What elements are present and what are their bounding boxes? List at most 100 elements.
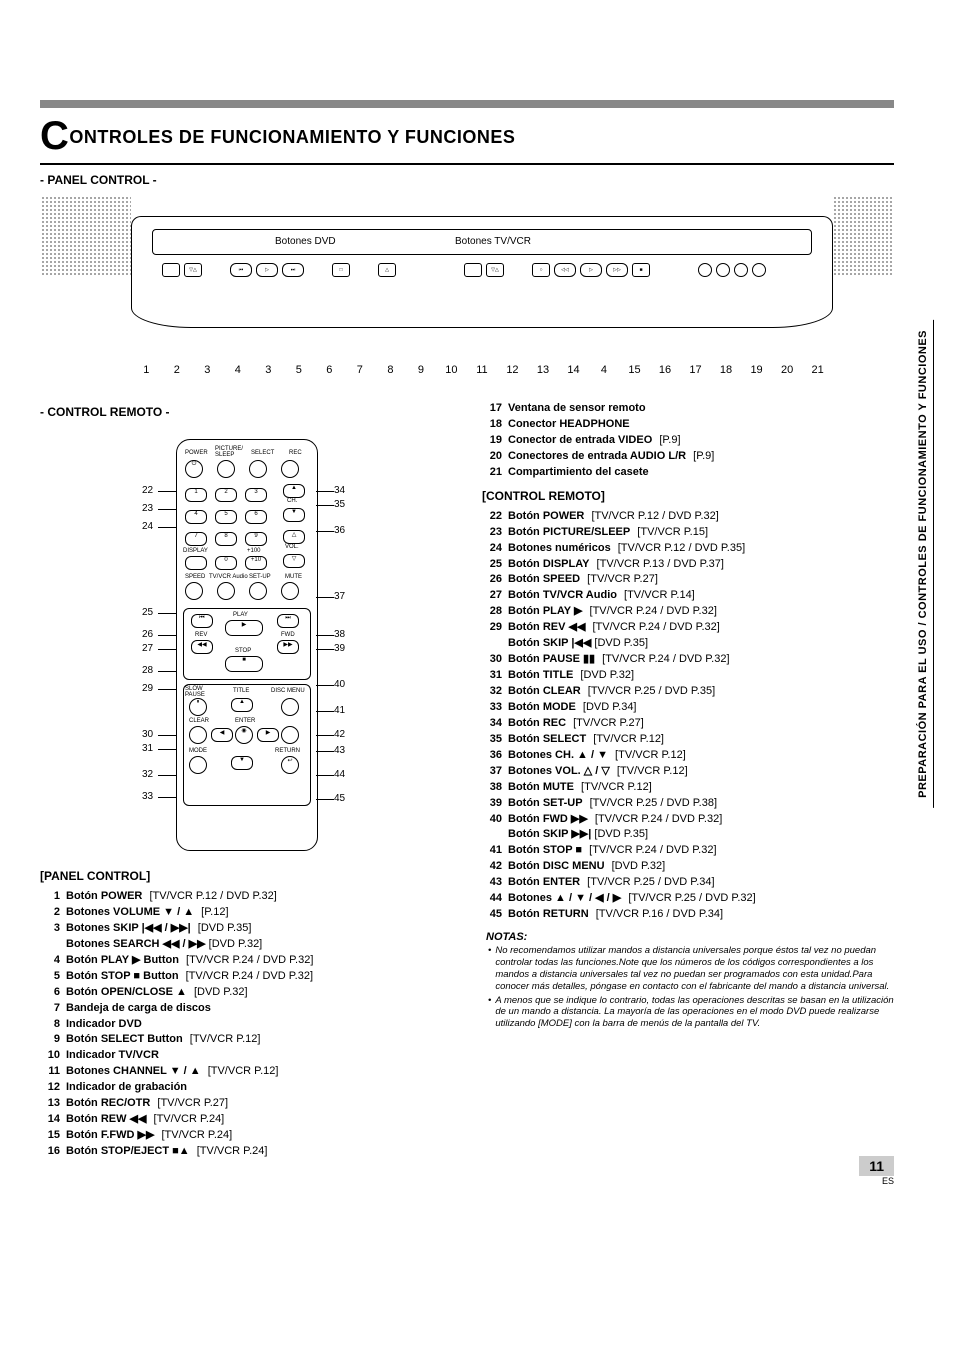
list-item-num: 9	[40, 1032, 66, 1048]
list-item-ref: [DVD P.35]	[191, 922, 252, 934]
lead-line	[316, 775, 334, 776]
list-item: 24Botones numéricos [TV/VCR P.12 / DVD P…	[482, 541, 894, 557]
list-item-label: Botón PLAY ▶	[508, 605, 582, 617]
list-item-label: Botones numéricos	[508, 542, 611, 554]
list-item: 27Botón TV/VCR Audio [TV/VCR P.14]	[482, 588, 894, 604]
list-item: 10Indicador TV/VCR	[40, 1048, 452, 1064]
list-subitem-ref: [DVD P.35]	[591, 828, 648, 840]
list-item: 33Botón MODE [DVD P.34]	[482, 700, 894, 716]
remote-callout-num: 44	[334, 769, 345, 780]
list-item: 44Botones ▲ / ▼ / ◀ / ▶ [TV/VCR P.25 / D…	[482, 891, 894, 907]
list-item-label: Botones VOLUME ▼ / ▲	[66, 906, 194, 918]
list-item-num: 6	[40, 985, 66, 1001]
list-item-num: 8	[40, 1017, 66, 1033]
list-item-ref	[211, 1002, 215, 1014]
list-item: 9Botón SELECT Button [TV/VCR P.12]	[40, 1032, 452, 1048]
list-item: 5Botón STOP ■ Button [TV/VCR P.24 / DVD …	[40, 969, 452, 985]
lead-line	[158, 491, 176, 492]
panel-callout-num: 20	[772, 364, 803, 376]
list-item-label: Botón DISC MENU	[508, 860, 605, 872]
list-item-num: 19	[482, 433, 508, 449]
remote-section-label: - CONTROL REMOTO -	[40, 405, 452, 419]
remote-label: PLAY	[233, 612, 248, 618]
lead-line	[316, 711, 334, 712]
list-item-num: 29	[482, 620, 508, 636]
list-item: 37Botones VOL. △ / ▽ [TV/VCR P.12]	[482, 764, 894, 780]
list-subitem: Botón SKIP ▶▶| [DVD P.35]	[482, 827, 894, 843]
remote-btn-return: ↩	[281, 756, 299, 774]
list-item: 35Botón SELECT [TV/VCR P.12]	[482, 732, 894, 748]
list-item-ref: [TV/VCR P.12]	[610, 765, 688, 777]
panel-btn: ▷▷	[606, 263, 628, 277]
list-item-label: Botón STOP/EJECT ■▲	[66, 1145, 190, 1157]
panel-btn: ○	[532, 263, 550, 277]
remote-label: VOL.	[285, 544, 299, 550]
list-item-label: Botón F.FWD ▶▶	[66, 1129, 154, 1141]
list-item-num: 20	[482, 449, 508, 465]
panel-jack	[698, 263, 712, 277]
remote-btn-0: 0	[215, 556, 237, 570]
list-item-ref: [TV/VCR P.15]	[630, 526, 708, 538]
remote-label: DISPLAY	[183, 548, 208, 554]
panel-callout-num: 15	[619, 364, 650, 376]
title-big-letter: C	[40, 114, 69, 158]
remote-btn-power: ⏻	[185, 460, 203, 478]
remote-list-heading: [CONTROL REMOTO]	[482, 489, 894, 503]
list-item-label: Botón PICTURE/SLEEP	[508, 526, 630, 538]
list-item: 31Botón TITLE [DVD P.32]	[482, 668, 894, 684]
list-item: 25Botón DISPLAY [TV/VCR P.13 / DVD P.37]	[482, 557, 894, 573]
remote-label: FWD	[281, 632, 295, 638]
list-item-num: 42	[482, 859, 508, 875]
lead-line	[316, 799, 334, 800]
nota-item: •No recomendamos utilizar mandos a dista…	[486, 945, 894, 993]
list-item: 22Botón POWER [TV/VCR P.12 / DVD P.32]	[482, 509, 894, 525]
panel-callout-num: 19	[741, 364, 772, 376]
lead-line	[158, 509, 176, 510]
list-item-label: Conector HEADPHONE	[508, 418, 630, 430]
list-item-label: Indicador de grabación	[66, 1081, 187, 1093]
list-item-num: 26	[482, 572, 508, 588]
remote-btn-7: 7	[185, 532, 207, 546]
panel-jack	[716, 263, 730, 277]
page-lang: ES	[859, 1176, 894, 1186]
list-item-label: Botón TV/VCR Audio	[508, 589, 617, 601]
list-item-num: 31	[482, 668, 508, 684]
list-item-num: 32	[482, 684, 508, 700]
list-item-num: 27	[482, 588, 508, 604]
list-item-num: 39	[482, 796, 508, 812]
list-item: 43Botón ENTER [TV/VCR P.25 / DVD P.34]	[482, 875, 894, 891]
list-item-label: Ventana de sensor remoto	[508, 402, 646, 414]
remote-diagram: POWER PICTURE/ SLEEP SELECT REC ⏻ 1 2 3 …	[136, 429, 356, 859]
list-item-ref	[630, 418, 634, 430]
list-item-label: Botón REW ◀◀	[66, 1113, 146, 1125]
panel-diagram: ▽△ ⏮ ▷ ⏭ □ △ ▽△ ○ ◁◁ ▷ ▷▷ ■ Botones DVD …	[40, 195, 894, 377]
remote-body: POWER PICTURE/ SLEEP SELECT REC ⏻ 1 2 3 …	[176, 439, 318, 851]
dotted-right	[833, 196, 893, 276]
list-item-label: Botón CLEAR	[508, 685, 581, 697]
nota-text: A menos que se indique lo contrario, tod…	[495, 995, 894, 1031]
list-item-label: Conector de entrada VIDEO	[508, 434, 652, 446]
list-item-num: 28	[482, 604, 508, 620]
panel-callout-num: 12	[497, 364, 528, 376]
remote-btn-8: 8	[215, 532, 237, 546]
list-item-ref: [TV/VCR P.24 / DVD P.32]	[179, 954, 313, 966]
lead-line	[316, 491, 334, 492]
list-item: 1Botón POWER [TV/VCR P.12 / DVD P.32]	[40, 889, 452, 905]
list-item-num: 18	[482, 417, 508, 433]
remote-btn-4: 4	[185, 510, 207, 524]
list-item-num: 45	[482, 907, 508, 923]
remote-callout-num: 23	[142, 503, 153, 514]
list-item-ref: [TV/VCR P.27]	[150, 1097, 228, 1109]
remote-callout-num: 30	[142, 729, 153, 740]
list-item: 26Botón SPEED [TV/VCR P.27]	[482, 572, 894, 588]
list-item-num: 2	[40, 905, 66, 921]
list-item-num: 1	[40, 889, 66, 905]
list-item-label: Botón SELECT Button	[66, 1033, 183, 1045]
remote-callout-num: 27	[142, 643, 153, 654]
remote-btn-3: 3	[245, 488, 267, 502]
list-item-num: 16	[40, 1144, 66, 1160]
list-item-ref: [TV/VCR P.24 / DVD P.32]	[582, 605, 716, 617]
panel-btn: △	[378, 263, 396, 277]
lead-line	[316, 505, 334, 506]
list-item-ref: [DVD P.32]	[573, 669, 634, 681]
